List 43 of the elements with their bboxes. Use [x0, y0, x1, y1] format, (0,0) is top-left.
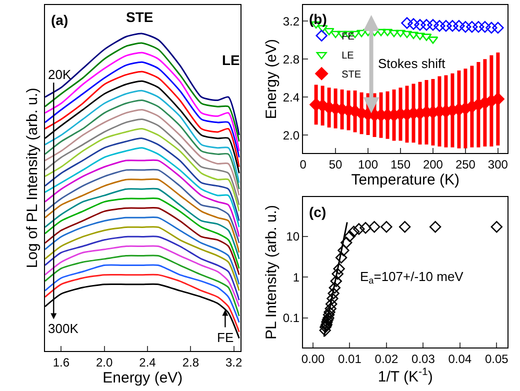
y-tick-label: 1 — [292, 270, 300, 284]
annotation: FE — [217, 330, 234, 345]
annotation: (b) — [309, 11, 327, 27]
x-tick-label: 0.00 — [301, 352, 325, 366]
x-axis-title: Temperature (K) — [351, 172, 460, 189]
x-tick-label: 2.0 — [96, 356, 114, 370]
x-tick-label: 150 — [390, 158, 411, 172]
y-axis-title: Log of PL Intensity (arb. u.) — [24, 88, 42, 268]
x-tick-label: 3.2 — [225, 356, 242, 370]
x-tick-label: 50 — [328, 158, 343, 172]
x-tick-label: 1.6 — [52, 356, 70, 370]
annotation: LE — [222, 52, 240, 68]
y-tick-label: 3.2 — [282, 14, 300, 28]
x-tick-label: 0.04 — [448, 352, 472, 366]
x-tick-label: 0.02 — [374, 352, 398, 366]
annotation: Stokes shift — [378, 56, 446, 71]
annotation: 20K — [48, 67, 72, 82]
y-tick-label: 2.8 — [282, 52, 300, 66]
x-tick-label: 300 — [488, 158, 508, 172]
annotation: 300K — [48, 321, 79, 336]
annotation: (c) — [309, 204, 326, 220]
x-tick-label: 0.01 — [338, 352, 362, 366]
x-tick-label: 0.05 — [484, 352, 509, 366]
y-tick-label: 2.0 — [282, 128, 300, 142]
x-tick-label: 100 — [358, 158, 378, 172]
x-tick-label: 200 — [422, 158, 444, 172]
text: STE — [126, 9, 154, 25]
text: (a) — [51, 12, 68, 28]
x-tick-label: 0.03 — [412, 352, 436, 366]
x-tick-label: 2.4 — [139, 356, 156, 370]
x-axis-title: 1/T (K$^{-1}$) — [378, 366, 433, 386]
x-tick-label: 250 — [455, 158, 476, 172]
y-tick-label: 0.1 — [282, 311, 300, 326]
annotation: E$_{a}$=107+/-10 meV — [360, 269, 464, 286]
x-tick-label: 0 — [300, 158, 307, 172]
y-axis-title: PL Intensity (arb. u.) — [263, 205, 280, 340]
y-tick-label: 2.4 — [282, 90, 300, 104]
y-axis-title: Energy (eV) — [263, 39, 280, 120]
legend-label: LE — [342, 50, 354, 62]
y-tick-label: 10 — [286, 229, 300, 244]
legend-label: STE — [342, 70, 362, 81]
x-tick-label: 2.8 — [182, 356, 200, 370]
x-axis-title: Energy (eV) — [102, 370, 183, 387]
